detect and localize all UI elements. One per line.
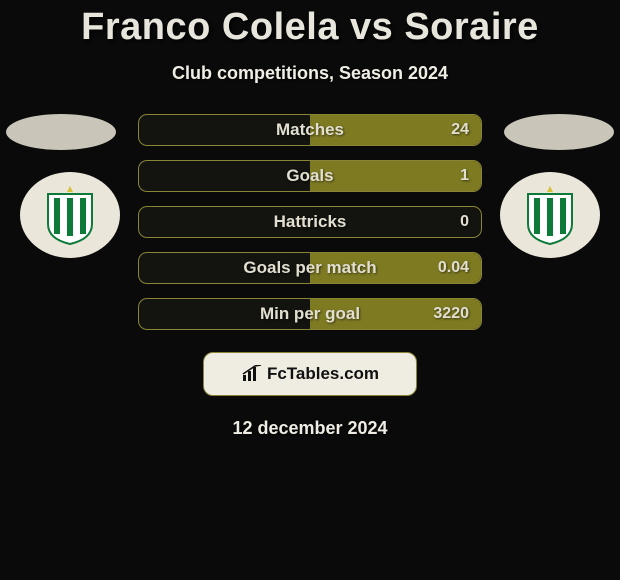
- stat-bar: Hattricks 0: [138, 206, 482, 238]
- subtitle: Club competitions, Season 2024: [0, 63, 620, 84]
- stat-bar: Goals 1: [138, 160, 482, 192]
- stat-label: Goals per match: [243, 258, 376, 278]
- stat-bar-fill: [310, 161, 481, 191]
- team-badge-left: [20, 172, 120, 258]
- stat-bar: Min per goal 3220: [138, 298, 482, 330]
- stat-value: 3220: [433, 305, 469, 323]
- brand-text: FcTables.com: [267, 364, 379, 384]
- shield-icon: [523, 184, 577, 246]
- stat-label: Hattricks: [274, 212, 347, 232]
- stat-value: 24: [451, 121, 469, 139]
- stat-value: 1: [460, 167, 469, 185]
- chart-icon: [241, 365, 263, 383]
- date-label: 12 december 2024: [0, 418, 620, 439]
- stat-label: Matches: [276, 120, 344, 140]
- brand-badge: FcTables.com: [203, 352, 417, 396]
- stat-value: 0.04: [438, 259, 469, 277]
- stat-bar: Goals per match 0.04: [138, 252, 482, 284]
- shield-icon: [43, 184, 97, 246]
- stat-label: Goals: [286, 166, 333, 186]
- stats-bars: Matches 24 Goals 1 Hattricks 0 Goals per…: [138, 114, 482, 330]
- team-badge-right: [500, 172, 600, 258]
- player-avatar-left: [6, 114, 116, 150]
- player-avatar-right: [504, 114, 614, 150]
- stat-bar: Matches 24: [138, 114, 482, 146]
- stat-value: 0: [460, 213, 469, 231]
- page-title: Franco Colela vs Soraire: [0, 0, 620, 49]
- comparison-panel: Matches 24 Goals 1 Hattricks 0 Goals per…: [0, 114, 620, 439]
- stat-label: Min per goal: [260, 304, 360, 324]
